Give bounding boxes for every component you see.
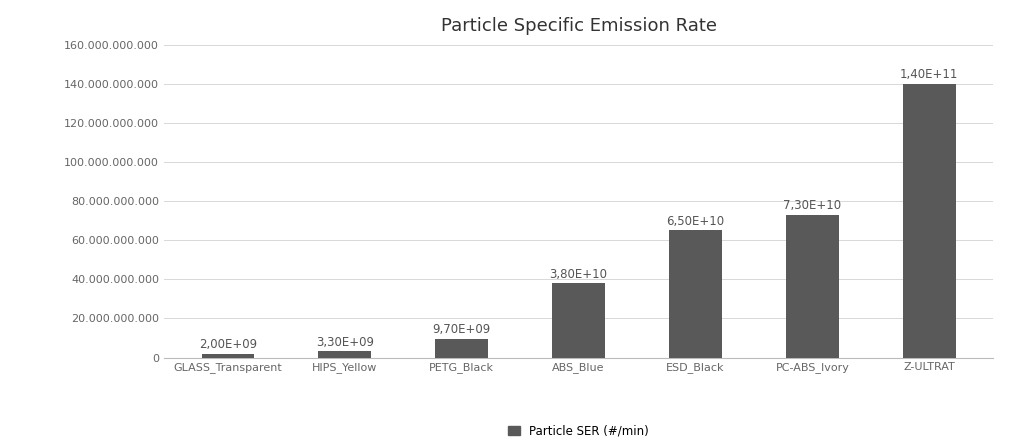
Text: 7,30E+10: 7,30E+10 — [783, 199, 842, 212]
Bar — [435, 339, 488, 358]
Bar — [318, 351, 371, 358]
Text: 3,80E+10: 3,80E+10 — [550, 268, 607, 281]
Text: 3,30E+09: 3,30E+09 — [315, 336, 374, 349]
Bar — [903, 84, 955, 358]
Text: 6,50E+10: 6,50E+10 — [667, 215, 725, 228]
Bar — [669, 231, 722, 358]
Text: 2,00E+09: 2,00E+09 — [199, 338, 257, 351]
Bar — [786, 215, 839, 358]
Text: 9,70E+09: 9,70E+09 — [432, 323, 490, 336]
Legend: Particle SER (#/min): Particle SER (#/min) — [504, 420, 653, 442]
Text: 1,40E+11: 1,40E+11 — [900, 68, 958, 81]
Bar — [552, 283, 605, 358]
Bar — [202, 354, 254, 358]
Title: Particle Specific Emission Rate: Particle Specific Emission Rate — [440, 17, 717, 35]
